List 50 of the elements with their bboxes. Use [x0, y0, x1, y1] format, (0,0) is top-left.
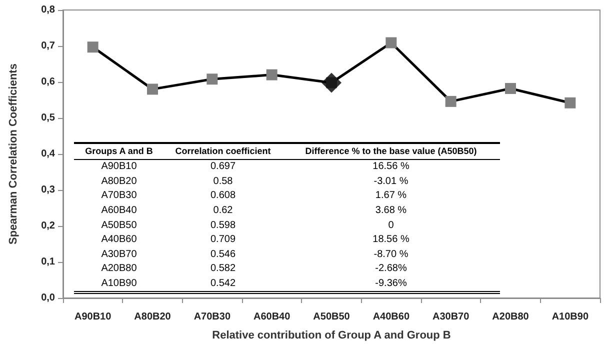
annotation: 0.62 — [212, 204, 234, 218]
annotation: -9.36% — [374, 277, 408, 292]
x-tick-label: A90B10 — [74, 312, 112, 322]
y-tick-label: 0,8 — [41, 4, 56, 16]
annotation: -8.70 % — [372, 248, 410, 262]
category-label: A60B40 — [101, 205, 137, 216]
annotation: 0 — [387, 218, 395, 233]
annotation: 0.582 — [209, 262, 237, 276]
category-label: A80B20 — [101, 176, 137, 187]
annotation: 1.67 % — [374, 189, 408, 204]
category-label: A50B50 — [101, 220, 137, 231]
category-label: A30B70 — [101, 248, 137, 260]
annotation: 0.598 — [209, 218, 237, 233]
annotation: Correlation coefficient — [174, 145, 272, 158]
x-tick-label: A10B90 — [552, 312, 589, 322]
x-tick-label: A80B20 — [134, 312, 172, 322]
x-tick-label: A60B40 — [253, 312, 291, 322]
annotation: 0.697 — [209, 160, 237, 174]
y-tick-label: 0,7 — [41, 40, 56, 52]
y-tick-label: 0,2 — [41, 220, 56, 232]
y-tick-label: 0,1 — [41, 256, 56, 268]
x-tick-label: A20B80 — [492, 312, 530, 322]
x-tick-label: A50B50 — [313, 312, 350, 322]
y-tick-label: 0,0 — [41, 292, 56, 304]
annotation: 0.608 — [209, 189, 237, 204]
annotation: 18.56 % — [372, 233, 410, 248]
annotation: 0.709 — [209, 233, 237, 248]
annotation: Groups A and B — [84, 145, 154, 158]
category-label: A10B90 — [101, 278, 137, 290]
y-axis-title: Spearman Correlation Coefficients — [8, 64, 20, 244]
x-axis-title: Relative contribution of Group A and Group B — [212, 330, 451, 342]
y-tick-label: 0,3 — [41, 184, 56, 196]
annotation: -3.01 % — [372, 174, 410, 189]
y-tick-label: 0,6 — [41, 76, 56, 88]
annotation: 0.542 — [209, 277, 237, 292]
x-tick-label: A30B70 — [432, 312, 470, 322]
annotation: 0.546 — [209, 248, 237, 262]
category-label: A90B10 — [101, 161, 137, 172]
y-tick-label: 0,5 — [41, 112, 56, 124]
category-label: A20B80 — [101, 263, 137, 274]
annotation: Difference % to the base value (A50B50) — [304, 145, 478, 158]
annotation: 16.56 % — [372, 160, 410, 174]
x-tick-label: A40B60 — [372, 312, 410, 322]
category-label: A40B60 — [101, 234, 137, 246]
category-label: A70B30 — [101, 190, 137, 202]
annotation: 3.68 % — [374, 204, 408, 218]
x-tick-label: A70B30 — [194, 312, 231, 322]
annotation: -2.68% — [374, 262, 408, 276]
annotation: 0.58 — [212, 174, 234, 189]
y-tick-label: 0,4 — [41, 148, 56, 160]
